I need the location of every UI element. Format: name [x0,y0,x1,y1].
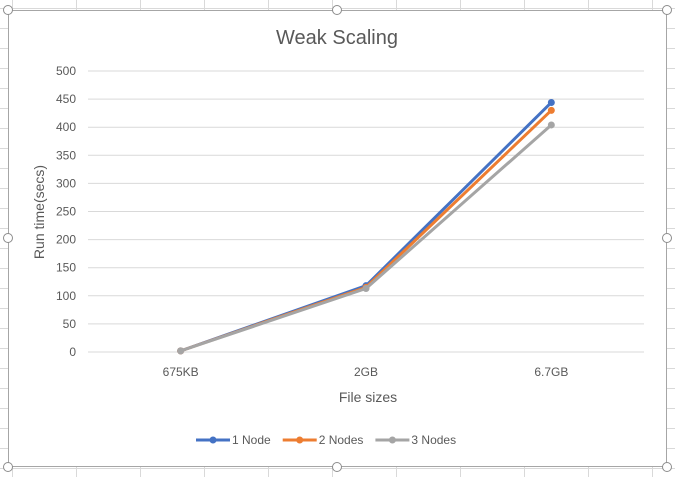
x-tick-label-1: 2GB [354,365,378,379]
legend-marker-1 [209,436,217,444]
legend-marker-3 [388,436,396,444]
legend-marker-2 [296,436,304,444]
x-tick-label-2: 6.7GB [534,365,568,379]
series-group [177,98,555,355]
y-axis-ticks: 0 50 100 150 200 250 300 350 400 450 500 [56,64,76,359]
series-line-1[interactable] [179,100,553,353]
y-tick-label-8: 400 [56,120,76,134]
y-tick-label-4: 200 [56,233,76,247]
legend-entry-3[interactable]: 3 Nodes [411,433,456,447]
series-line-2[interactable] [179,108,553,353]
x-axis-ticks: 675KB 2GB 6.7GB [163,365,569,379]
legend-entry-1[interactable]: 1 Node [232,433,271,447]
series-2-point-2[interactable] [547,106,555,114]
y-tick-label-2: 100 [56,289,76,303]
legend[interactable]: 1 Node 2 Nodes 3 Nodes [196,433,456,447]
y-tick-label-9: 450 [56,92,76,106]
series-3-point-2[interactable] [547,121,555,129]
chart-title: Weak Scaling [276,27,398,49]
gridlines [88,70,644,353]
resize-handle-top-right[interactable] [662,5,672,15]
resize-handle-middle-right[interactable] [662,233,672,243]
resize-handle-bottom-right[interactable] [662,462,672,472]
resize-handle-top-middle[interactable] [332,5,342,15]
series-1-point-2[interactable] [547,98,555,106]
resize-handle-bottom-left[interactable] [3,462,13,472]
y-tick-label-6: 300 [56,176,76,190]
series-3-point-0[interactable] [177,347,185,355]
y-tick-label-3: 150 [56,261,76,275]
y-tick-label-1: 50 [63,317,77,331]
resize-handle-top-left[interactable] [3,5,13,15]
y-tick-label-7: 350 [56,148,76,162]
y-tick-label-10: 500 [56,64,76,78]
y-axis-label: Run time(secs) [31,165,47,259]
y-tick-label-0: 0 [69,345,76,359]
resize-handle-middle-left[interactable] [3,233,13,243]
x-tick-label-0: 675KB [163,365,199,379]
series-3-point-1[interactable] [362,284,370,292]
legend-entry-2[interactable]: 2 Nodes [319,433,364,447]
resize-handle-bottom-middle[interactable] [332,462,342,472]
y-tick-label-5: 250 [56,205,76,219]
chart-area[interactable] [8,10,667,467]
x-axis-label: File sizes [339,389,397,405]
